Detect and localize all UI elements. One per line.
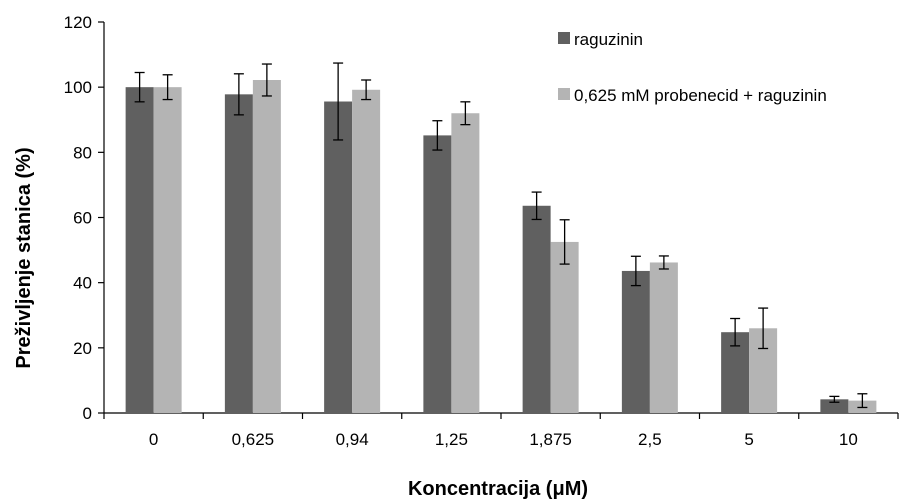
bars [125, 79, 877, 414]
bar-series-2 [550, 241, 579, 413]
legend: raguzinin 0,625 mM probenecid + raguzinin [558, 30, 827, 105]
bar-series-1 [324, 101, 353, 414]
bar-series-2 [649, 262, 678, 413]
x-axis: 0 0,625 0,94 1,25 1,875 2,5 5 10 [103, 412, 899, 449]
legend-label-2: 0,625 mM probenecid + raguzinin [574, 86, 827, 105]
y-tick-label: 0 [83, 404, 92, 423]
bar-series-1 [125, 87, 154, 414]
y-tick-label: 20 [73, 339, 92, 358]
y-axis: 0 20 40 60 80 100 120 [64, 13, 105, 423]
y-axis-title: Preživljenje stanica (%) [13, 147, 35, 368]
bar-series-1 [522, 205, 551, 413]
bar-series-1 [820, 399, 849, 413]
x-axis-title: Koncentracija (μM) [408, 478, 588, 500]
y-tick-label: 120 [64, 13, 92, 32]
bar-series-2 [352, 89, 381, 414]
y-tick-label: 100 [64, 78, 92, 97]
x-tick-label: 10 [839, 430, 858, 449]
bar-series-2 [153, 87, 182, 414]
error-bars [134, 62, 868, 409]
y-tick-label: 60 [73, 209, 92, 228]
y-tick-label: 40 [73, 274, 92, 293]
x-tick-label: 5 [744, 430, 753, 449]
x-tick-label: 1,25 [435, 430, 468, 449]
x-tick-label: 1,875 [529, 430, 572, 449]
bar-series-1 [423, 135, 452, 413]
bar-series-1 [621, 270, 650, 413]
legend-swatch-2 [558, 88, 570, 100]
legend-swatch-1 [558, 32, 570, 44]
bar-series-1 [224, 94, 253, 414]
x-tick-label: 0 [149, 430, 158, 449]
y-tick-label: 80 [73, 143, 92, 162]
x-tick-label: 2,5 [638, 430, 662, 449]
x-tick-label: 0,625 [232, 430, 275, 449]
x-tick-label: 0,94 [336, 430, 369, 449]
bar-series-2 [451, 113, 480, 413]
legend-label-1: raguzinin [574, 30, 643, 49]
bar-series-2 [252, 79, 281, 413]
